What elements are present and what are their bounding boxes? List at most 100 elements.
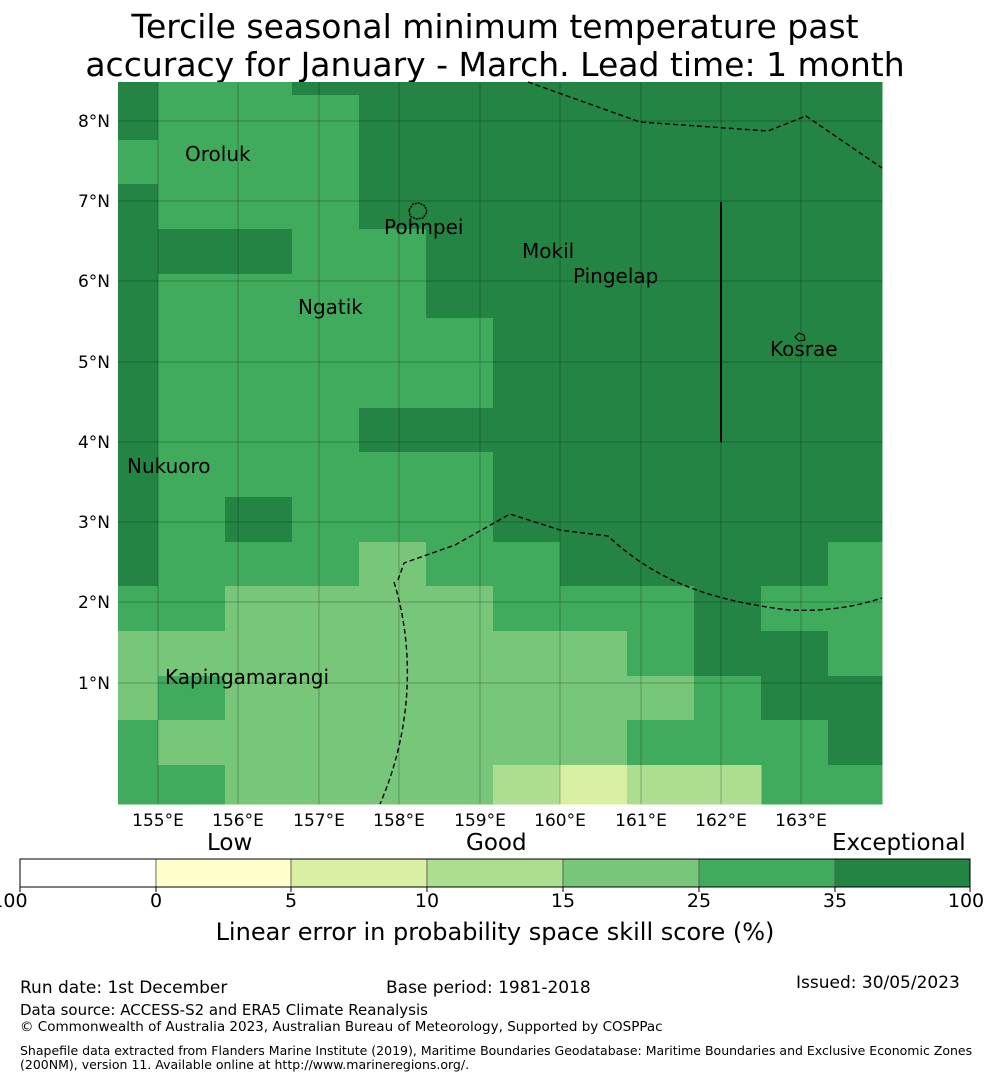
grid-cell [292,274,360,319]
grid-cell [560,82,628,96]
grid-cell [761,586,829,632]
place-label-kapingamarangi: Kapingamarangi [165,665,329,689]
grid-cell [118,82,159,96]
grid-cell [694,408,762,453]
grid-cell [493,318,561,364]
grid-cell [426,140,494,185]
grid-cell [359,676,427,721]
latitude-label: 3°N [78,513,110,533]
shapefile-credit-line-2: (200NM), version 11. Available online at… [20,1057,470,1072]
place-label-pingelap: Pingelap [573,264,658,288]
grid-cell [493,765,561,805]
grid-cell [761,408,829,453]
colorbar-segment [290,858,428,888]
grid-cell [761,497,829,543]
shapefile-credit-line-1: Shapefile data extracted from Flanders M… [20,1043,973,1058]
place-label-ngatik: Ngatik [298,295,363,319]
pohnpei-island-outline [408,202,428,220]
grid-cell [761,82,829,96]
grid-cell [158,229,226,275]
grid-cell [627,452,695,498]
colorbar-tick: 25 [686,890,712,912]
grid-cell [627,274,695,319]
grid-cell [828,82,883,96]
grid-cell [761,631,829,677]
eez-boundary-south-east [397,513,883,612]
grid-cell [426,363,494,409]
grid-cell [359,586,427,632]
colorbar-segment [19,858,157,888]
grid-cell [359,452,427,498]
grid-cell [426,765,494,805]
grid-cell [158,676,226,721]
longitude-label: 159°E [454,811,506,831]
grid-cell [225,363,293,409]
grid-cell [426,586,494,632]
colorbar-category-low: Low [207,830,253,856]
grid-cell [158,408,226,453]
grid-cell [158,765,226,805]
grid-cell [158,82,226,96]
grid-cell [627,82,695,96]
grid-cell [694,140,762,185]
grid-cell [359,497,427,543]
grid-cell [828,720,883,766]
grid-cell [426,95,494,141]
issued-date: Issued: 30/05/2023 [796,973,960,993]
grid-cell [828,95,883,141]
grid-cell [292,408,360,453]
grid-cell [359,408,427,453]
grid-cell [225,765,293,805]
grid-cell [828,765,883,805]
grid-cell [426,229,494,275]
grid-cell [225,497,293,543]
grid-cell [761,542,829,587]
longitude-label: 156°E [212,811,264,831]
grid-cell [627,720,695,766]
grid-cell [560,229,628,275]
grid-cell [158,95,226,141]
colorbar-category-good: Good [466,830,527,856]
grid-cell [627,318,695,364]
grid-cell [118,95,159,141]
grid-cell [761,318,829,364]
axis-labels: 155°E 156°E 157°E 158°E 159°E 160°E 161°E 162°E… [78,112,827,831]
grid-cell [359,542,427,587]
grid-cell [158,184,226,230]
grid-cell [560,765,628,805]
grid-cell [560,542,628,587]
grid-cell [694,586,762,632]
grid-cell [828,408,883,453]
grid-cell [627,676,695,721]
grid-cell [225,274,293,319]
grid-cell [426,184,494,230]
grid-cell [694,318,762,364]
grid-cell [627,184,695,230]
grid-cell [493,631,561,677]
place-label-oroluk: Oroluk [185,142,251,166]
grid-cell [560,140,628,185]
colorbar-segment [698,858,836,888]
grid-cell [828,229,883,275]
grid-cell [118,497,159,543]
grid-cell [359,184,427,230]
grid-cell [493,363,561,409]
grid-cell [118,363,159,409]
grid-cell [426,542,494,587]
grid-cell [560,274,628,319]
colorbar-tick: 10 [414,890,440,912]
colorbar-frame [19,858,971,888]
grid-cell [560,363,628,409]
grid-cell [225,408,293,453]
grid-cell [426,452,494,498]
grid-cell [694,765,762,805]
grid-cell [493,452,561,498]
grid-cell [828,676,883,721]
grid-cell [694,82,762,96]
latitude-label: 1°N [78,674,110,694]
grid-cell [761,140,829,185]
grid-cell [426,408,494,453]
grid-cell [292,720,360,766]
grid-cell [225,82,293,96]
grid-cell [761,720,829,766]
